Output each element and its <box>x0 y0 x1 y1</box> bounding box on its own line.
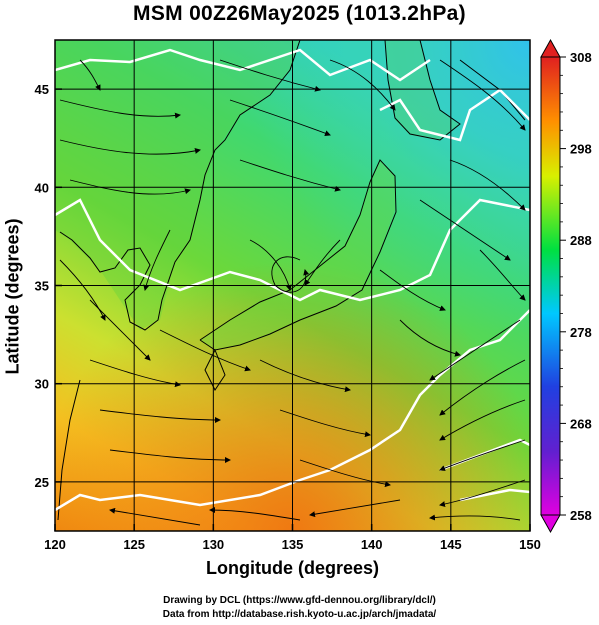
y-tick-label: 40 <box>35 180 49 195</box>
colorbar-tick-label: 308 <box>570 50 592 65</box>
x-axis-ticks: 120 125 130 135 140 145 150 <box>44 524 541 552</box>
land-japan-honshu <box>200 160 395 350</box>
colorbar-max-arrow <box>540 38 561 58</box>
x-tick-label: 150 <box>519 537 541 552</box>
land-hokkaido-sakhalin <box>385 40 460 140</box>
colorbar-tick-label: 268 <box>570 416 592 431</box>
colorbar-tick-label: 258 <box>570 508 592 523</box>
y-axis-label: Latitude (degrees) <box>2 218 23 375</box>
x-tick-label: 140 <box>361 537 383 552</box>
y-tick-label: 25 <box>35 475 49 490</box>
x-tick-label: 145 <box>440 537 462 552</box>
y-axis-ticks: 25 30 35 40 45 <box>35 82 62 490</box>
temperature-field <box>55 40 530 531</box>
y-tick-label: 30 <box>35 377 49 392</box>
credit-data: Data from http://database.rish.kyoto-u.a… <box>162 609 437 620</box>
y-tick-label: 45 <box>35 82 49 97</box>
x-tick-label: 125 <box>123 537 145 552</box>
colorbar-tick-label: 298 <box>570 142 592 157</box>
colorbar-gradient <box>540 56 561 516</box>
x-tick-label: 135 <box>282 537 304 552</box>
colorbar-min-arrow <box>540 514 561 534</box>
lat-lon-grid <box>55 40 530 531</box>
colorbar-tick-label: 278 <box>570 325 592 340</box>
map-title: MSM 00Z26May2025 (1013.2hPa) <box>133 2 466 25</box>
colorbar: 258 268 278 288 298 308 <box>540 38 592 534</box>
credit-drawing: Drawing by DCL (https://www.gfd-dennou.o… <box>163 595 436 606</box>
x-tick-label: 120 <box>44 537 66 552</box>
colorbar-ticks: 258 268 278 288 298 308 <box>560 50 592 523</box>
colorbar-tick-label: 288 <box>570 233 592 248</box>
x-axis-label: Longitude (degrees) <box>205 558 379 578</box>
y-tick-label: 35 <box>35 279 49 294</box>
x-tick-label: 130 <box>202 537 224 552</box>
wind-streamlines <box>59 59 526 526</box>
